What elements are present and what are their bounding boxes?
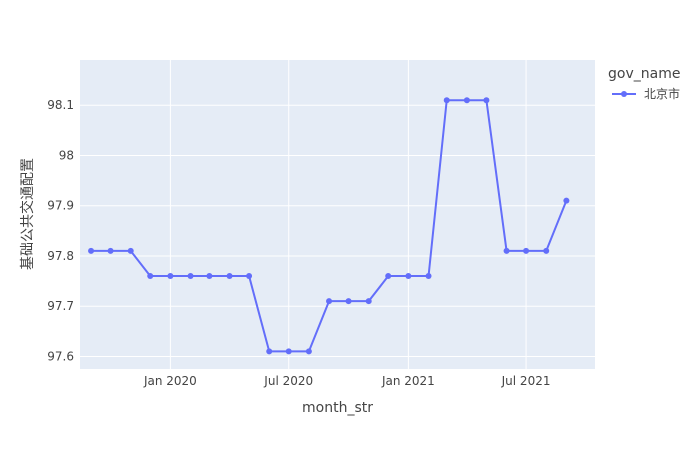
- y-axis-title: 基础公共交通配置: [19, 158, 36, 270]
- data-point: [187, 273, 194, 280]
- data-point: [305, 348, 312, 355]
- data-point: [127, 247, 134, 254]
- data-point: [425, 273, 432, 280]
- data-point: [206, 273, 213, 280]
- x-tick-label: Jan 2020: [143, 374, 197, 388]
- data-point: [463, 97, 470, 104]
- data-point: [405, 273, 412, 280]
- data-point: [385, 273, 392, 280]
- data-point: [365, 298, 372, 305]
- y-tick-label: 97.9: [47, 199, 74, 213]
- x-tick-labels: Jan 2020 Jul 2020 Jan 2021 Jul 2021: [143, 374, 551, 388]
- data-point: [483, 97, 490, 104]
- y-tick-label: 97.6: [47, 349, 74, 363]
- legend-marker-beijing: [621, 91, 627, 97]
- data-point: [345, 298, 352, 305]
- data-point: [523, 247, 530, 254]
- data-point: [443, 97, 450, 104]
- data-point: [246, 273, 253, 280]
- data-point: [326, 298, 333, 305]
- y-tick-label: 98.1: [47, 98, 74, 112]
- x-gridlines: [169, 60, 527, 369]
- data-point: [266, 348, 273, 355]
- y-tick-label: 98: [59, 148, 74, 162]
- legend-title: gov_name: [608, 66, 680, 82]
- data-point: [285, 348, 292, 355]
- data-point: [226, 273, 233, 280]
- data-point: [503, 247, 510, 254]
- data-point: [107, 247, 114, 254]
- data-point: [543, 247, 550, 254]
- x-tick-label: Jan 2021: [381, 374, 435, 388]
- data-point: [147, 273, 154, 280]
- x-tick-label: Jul 2020: [263, 374, 313, 388]
- plot-background: [80, 60, 595, 369]
- x-tick-label: Jul 2021: [501, 374, 551, 388]
- data-point: [167, 273, 174, 280]
- y-gridlines: [80, 104, 595, 357]
- x-axis-title: month_str: [302, 400, 373, 416]
- data-point: [563, 197, 570, 204]
- series-layer: [88, 97, 570, 355]
- legend: gov_name 北京市: [608, 66, 680, 101]
- legend-label-beijing: 北京市: [644, 86, 680, 101]
- data-point: [88, 247, 95, 254]
- y-tick-labels: 97.6 97.7 97.8 97.9 98 98.1: [47, 98, 74, 363]
- y-tick-label: 97.7: [47, 299, 74, 313]
- y-tick-label: 97.8: [47, 249, 74, 263]
